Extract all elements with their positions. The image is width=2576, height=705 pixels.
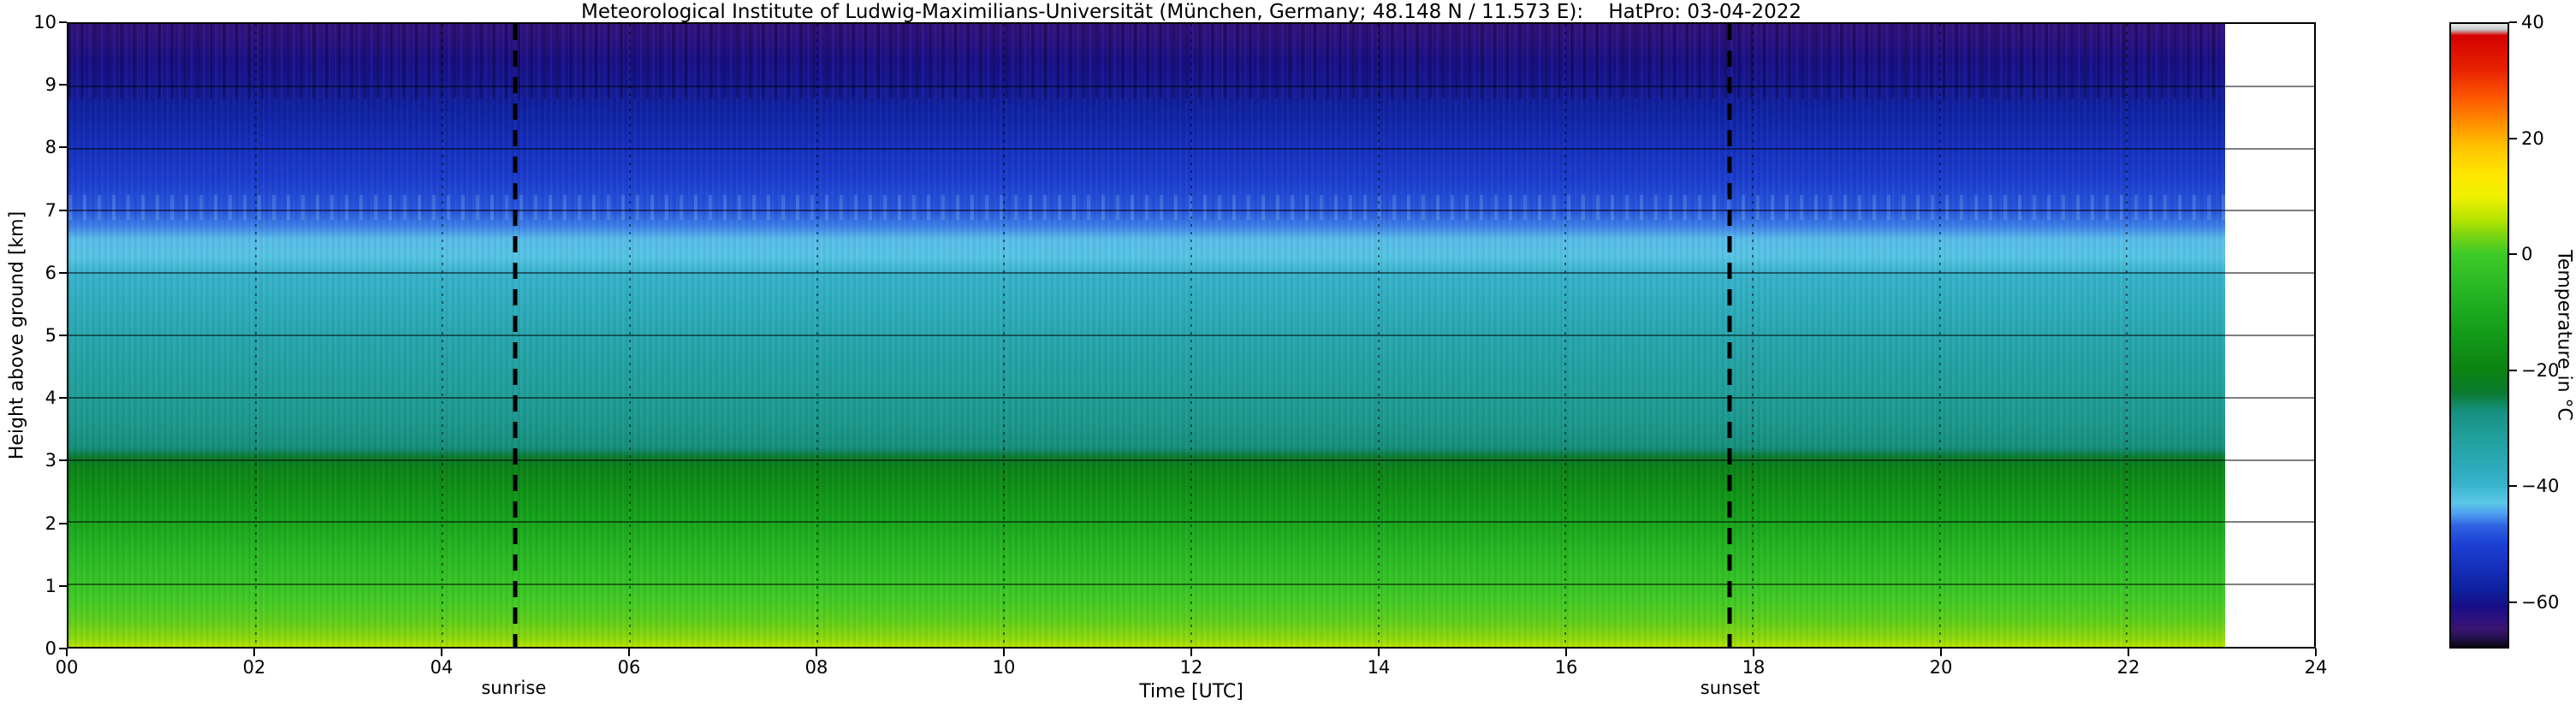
y-axis-tick-marks bbox=[59, 21, 67, 649]
gridline-vertical bbox=[254, 24, 257, 647]
colorbar-tick-label: 0 bbox=[2521, 244, 2533, 265]
x-tick-label: 18 bbox=[1742, 657, 1766, 678]
x-tick-label: 06 bbox=[617, 657, 641, 678]
x-tick-label: 14 bbox=[1367, 657, 1391, 678]
x-tick-label: 08 bbox=[804, 657, 828, 678]
colorbar-tick-mark bbox=[2509, 137, 2517, 139]
sunset-line bbox=[1727, 24, 1732, 647]
x-tick-mark bbox=[2128, 649, 2129, 656]
colorbar-tick-marks bbox=[2509, 21, 2517, 649]
colorbar-tick-label: 40 bbox=[2521, 12, 2544, 33]
x-tick-label: 22 bbox=[2116, 657, 2140, 678]
colorbar-tick-label: −20 bbox=[2521, 359, 2560, 381]
chart-title: Meteorological Institute of Ludwig-Maxim… bbox=[580, 1, 1802, 23]
x-tick-label: 20 bbox=[1929, 657, 1953, 678]
colorbar-label: Temperature in °C bbox=[2553, 250, 2575, 421]
y-tick-label: 7 bbox=[45, 199, 56, 221]
gridline-vertical bbox=[1003, 24, 1006, 647]
gridline-vertical bbox=[816, 24, 818, 647]
y-tick-label: 4 bbox=[45, 388, 56, 409]
gridline-vertical bbox=[2126, 24, 2128, 647]
x-tick-mark bbox=[1753, 649, 1754, 656]
colorbar bbox=[2449, 22, 2509, 649]
y-tick-label: 9 bbox=[45, 74, 56, 96]
y-tick-mark bbox=[59, 84, 67, 86]
colorbar-tick-mark bbox=[2509, 369, 2517, 371]
y-tick-mark bbox=[59, 648, 67, 649]
x-tick-label: 00 bbox=[55, 657, 79, 678]
gridline-vertical bbox=[629, 24, 631, 647]
x-tick-mark bbox=[66, 649, 68, 656]
y-tick-mark bbox=[59, 21, 67, 23]
sunrise-line bbox=[513, 24, 518, 647]
x-tick-mark bbox=[1565, 649, 1567, 656]
x-axis-tick-labels: 00 02 04 06 08 10 12 14 16 18 20 22 24 bbox=[56, 657, 2328, 679]
y-axis-tick-labels: 0 1 2 3 4 5 6 7 8 9 10 bbox=[21, 12, 56, 659]
colorbar-tick-label: 20 bbox=[2521, 127, 2544, 149]
x-axis-label: Time [UTC] bbox=[1139, 681, 1243, 702]
plot-area bbox=[67, 22, 2316, 649]
colorbar-tick-mark bbox=[2509, 601, 2517, 603]
sunset-label: sunset bbox=[1700, 678, 1760, 698]
y-tick-mark bbox=[59, 335, 67, 336]
y-tick-mark bbox=[59, 397, 67, 400]
x-tick-mark bbox=[1940, 649, 1942, 656]
y-tick-label: 0 bbox=[45, 638, 56, 659]
sunrise-label: sunrise bbox=[481, 678, 547, 698]
x-tick-label: 10 bbox=[992, 657, 1016, 678]
mid-level-noise-texture bbox=[68, 195, 2226, 221]
colorbar-tick-label: −60 bbox=[2521, 591, 2560, 613]
gridline-vertical bbox=[1752, 24, 1754, 647]
x-tick-label: 02 bbox=[242, 657, 266, 678]
x-tick-label: 12 bbox=[1179, 657, 1203, 678]
y-tick-mark bbox=[59, 584, 67, 587]
x-tick-mark bbox=[1190, 649, 1192, 656]
y-tick-label: 5 bbox=[45, 325, 56, 346]
gridline-vertical bbox=[1377, 24, 1380, 647]
x-tick-label: 16 bbox=[1554, 657, 1578, 678]
colorbar-tick-mark bbox=[2509, 485, 2517, 488]
upper-level-noise-texture bbox=[68, 24, 2226, 99]
x-tick-mark bbox=[253, 649, 255, 656]
x-tick-mark bbox=[1003, 649, 1005, 656]
gridline-vertical bbox=[1938, 24, 1941, 647]
gridline-vertical bbox=[1564, 24, 1567, 647]
x-tick-mark bbox=[1378, 649, 1380, 656]
y-tick-label: 6 bbox=[45, 262, 56, 283]
y-tick-mark bbox=[59, 459, 67, 462]
colorbar-tick-mark bbox=[2509, 253, 2517, 256]
annotation-labels: sunrise sunset bbox=[67, 678, 2316, 700]
gridline-vertical bbox=[1190, 24, 1192, 647]
y-tick-mark bbox=[59, 522, 67, 524]
y-tick-mark bbox=[59, 146, 67, 149]
y-tick-label: 3 bbox=[45, 450, 56, 471]
y-tick-label: 8 bbox=[45, 137, 56, 158]
y-tick-mark bbox=[59, 209, 67, 211]
colorbar-tick-label: −40 bbox=[2521, 476, 2560, 497]
x-tick-mark bbox=[628, 649, 630, 656]
x-tick-mark bbox=[441, 649, 442, 656]
y-tick-mark bbox=[59, 271, 67, 274]
x-tick-mark bbox=[2315, 649, 2317, 656]
colorbar-tick-labels: 40 20 0 −20 −40 −60 bbox=[2521, 12, 2573, 649]
y-tick-label: 2 bbox=[45, 512, 56, 534]
y-tick-label: 10 bbox=[33, 12, 56, 33]
y-tick-label: 1 bbox=[45, 575, 56, 596]
x-axis-tick-marks bbox=[66, 649, 2317, 656]
x-tick-mark bbox=[816, 649, 817, 656]
x-tick-label: 04 bbox=[430, 657, 454, 678]
x-tick-label: 24 bbox=[2304, 657, 2328, 678]
gridline-vertical bbox=[442, 24, 444, 647]
colorbar-tick-mark bbox=[2509, 21, 2517, 23]
